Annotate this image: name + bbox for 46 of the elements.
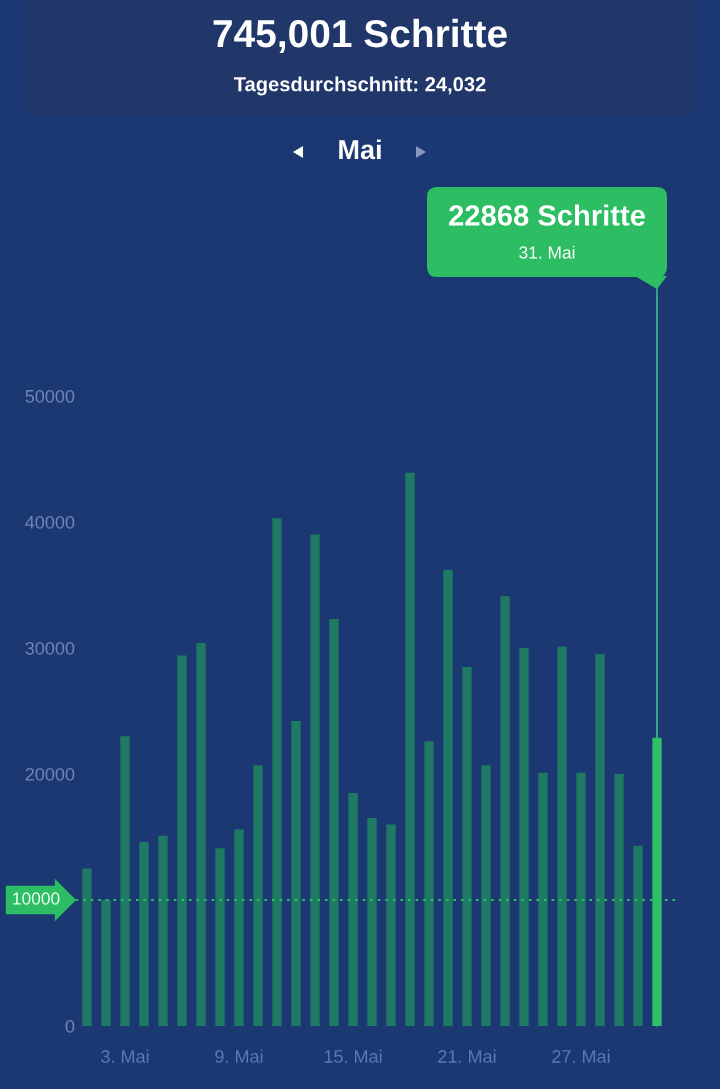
bar — [82, 868, 92, 1026]
bar — [519, 648, 529, 1026]
bar — [386, 824, 396, 1026]
bar — [329, 619, 339, 1026]
x-tick-label: 27. Mai — [552, 1049, 610, 1063]
x-tick-label: 15. Mai — [324, 1049, 382, 1063]
bar — [158, 835, 168, 1026]
chart-subtitle: Tagesdurchschnitt: 24,032 — [233, 76, 486, 96]
y-tick-label: 0 — [65, 1019, 75, 1033]
ref-line-label: 10000 — [13, 892, 60, 905]
bar — [538, 772, 548, 1026]
bar — [291, 721, 301, 1026]
bar — [443, 569, 453, 1026]
bar — [101, 900, 111, 1026]
text: 31. Mai — [519, 245, 575, 259]
bar — [576, 772, 586, 1026]
bar — [272, 518, 282, 1026]
y-tick-label: 30000 — [25, 641, 75, 655]
chart-title: 745,001 Schritte — [213, 18, 507, 54]
bar — [139, 842, 149, 1026]
bar — [177, 655, 187, 1026]
bar — [348, 792, 358, 1026]
bar — [196, 642, 206, 1026]
y-tick-label: 40000 — [25, 515, 75, 529]
x-tick-label: 3. Mai — [101, 1049, 149, 1063]
bar — [253, 765, 263, 1026]
bar — [367, 818, 377, 1026]
bar — [424, 741, 434, 1026]
bar — [500, 596, 510, 1026]
y-tick-label: 20000 — [25, 767, 75, 781]
y-tick-label: 50000 — [25, 389, 75, 403]
bar — [215, 848, 225, 1026]
bar — [595, 654, 605, 1026]
x-tick-label: 9. Mai — [215, 1049, 263, 1063]
bar — [481, 765, 491, 1026]
bar — [462, 666, 472, 1026]
bar — [557, 646, 567, 1026]
x-tick-label: 21. Mai — [438, 1049, 496, 1063]
bar — [405, 472, 415, 1026]
bar — [234, 829, 244, 1026]
bar — [120, 736, 130, 1026]
bar — [310, 534, 320, 1026]
text: 22868 Schritte — [449, 204, 645, 226]
text: Mai — [339, 139, 381, 160]
bar — [614, 774, 624, 1026]
bar — [633, 845, 643, 1026]
